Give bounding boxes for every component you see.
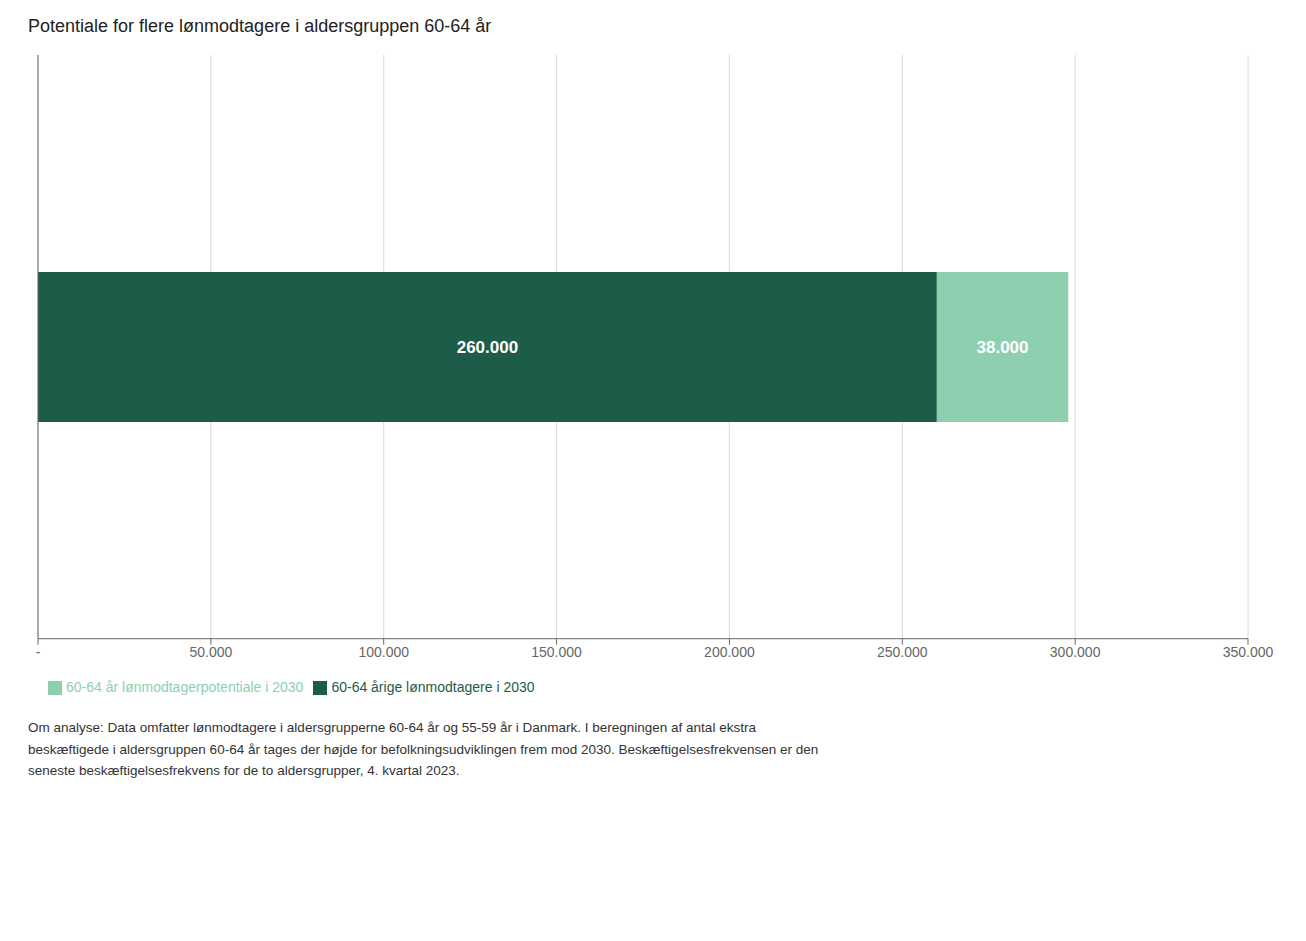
html-text:Potentiale for flere lønmodtag: Potentiale for flere lønmodtagere i alde… xyxy=(28,16,492,36)
svg-text:150.000: 150.000 xyxy=(531,644,582,660)
svg-text:100.000: 100.000 xyxy=(358,644,409,660)
svg-text:300.000: 300.000 xyxy=(1050,644,1101,660)
svg-text:38.000: 38.000 xyxy=(977,338,1029,357)
html-text:60-64 år lønmodtagerpotentiale: 60-64 år lønmodtagerpotentiale i 2030 xyxy=(66,678,304,695)
svg-text:50.000: 50.000 xyxy=(189,644,232,660)
svg-text:260.000: 260.000 xyxy=(457,338,518,357)
svg-text:200.000: 200.000 xyxy=(704,644,755,660)
html-text:Om analyse: Data omfatter lønm: Om analyse: Data omfatter lønmodtagere i… xyxy=(28,720,819,779)
svg-text:350.000: 350.000 xyxy=(1223,644,1274,660)
html-text:60-64 årige lønmodtagere i 203: 60-64 årige lønmodtagere i 2030 xyxy=(331,678,535,695)
svg-text:250.000: 250.000 xyxy=(877,644,928,660)
svg-text:-: - xyxy=(36,644,41,660)
